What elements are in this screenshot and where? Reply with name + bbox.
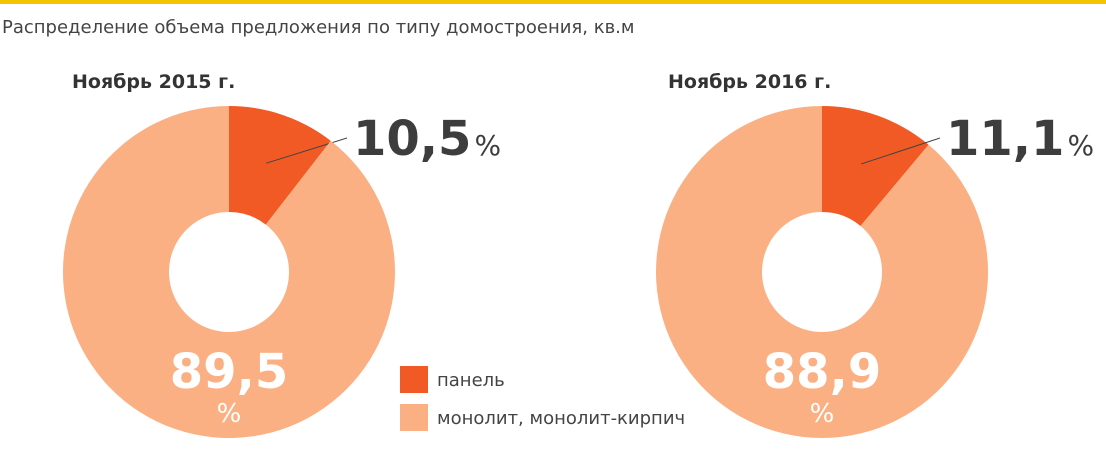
legend-swatch [400,404,428,431]
donut-slice [822,106,929,227]
value-number: 11,1 [946,111,1064,167]
top-bar [0,0,1106,4]
value-unit: % [1067,129,1094,162]
legend-label: монолит, монолит-кирпич [437,408,685,429]
value-label: 11,1% [946,111,1094,167]
value-label: 89,5% [170,344,288,429]
value-unit: % [217,399,242,429]
page-title: Распределение объема предложения по типу… [2,17,634,38]
value-unit: % [810,399,835,429]
donut-slice [62,106,395,438]
leader-line [861,137,941,165]
donut-slice [656,106,988,439]
value-number: 10,5 [353,111,471,167]
value-unit: % [474,129,501,162]
leader-line [266,137,348,164]
donut-slice [229,106,331,225]
chart-title: Ноябрь 2016 г. [668,71,831,93]
legend-label: панель [437,370,505,391]
legend-swatch [400,366,428,393]
value-number: 88,9 [763,344,881,400]
chart-title: Ноябрь 2015 г. [72,71,235,93]
value-label: 88,9% [763,344,881,429]
value-number: 89,5 [170,344,288,400]
value-label: 10,5% [353,111,501,167]
